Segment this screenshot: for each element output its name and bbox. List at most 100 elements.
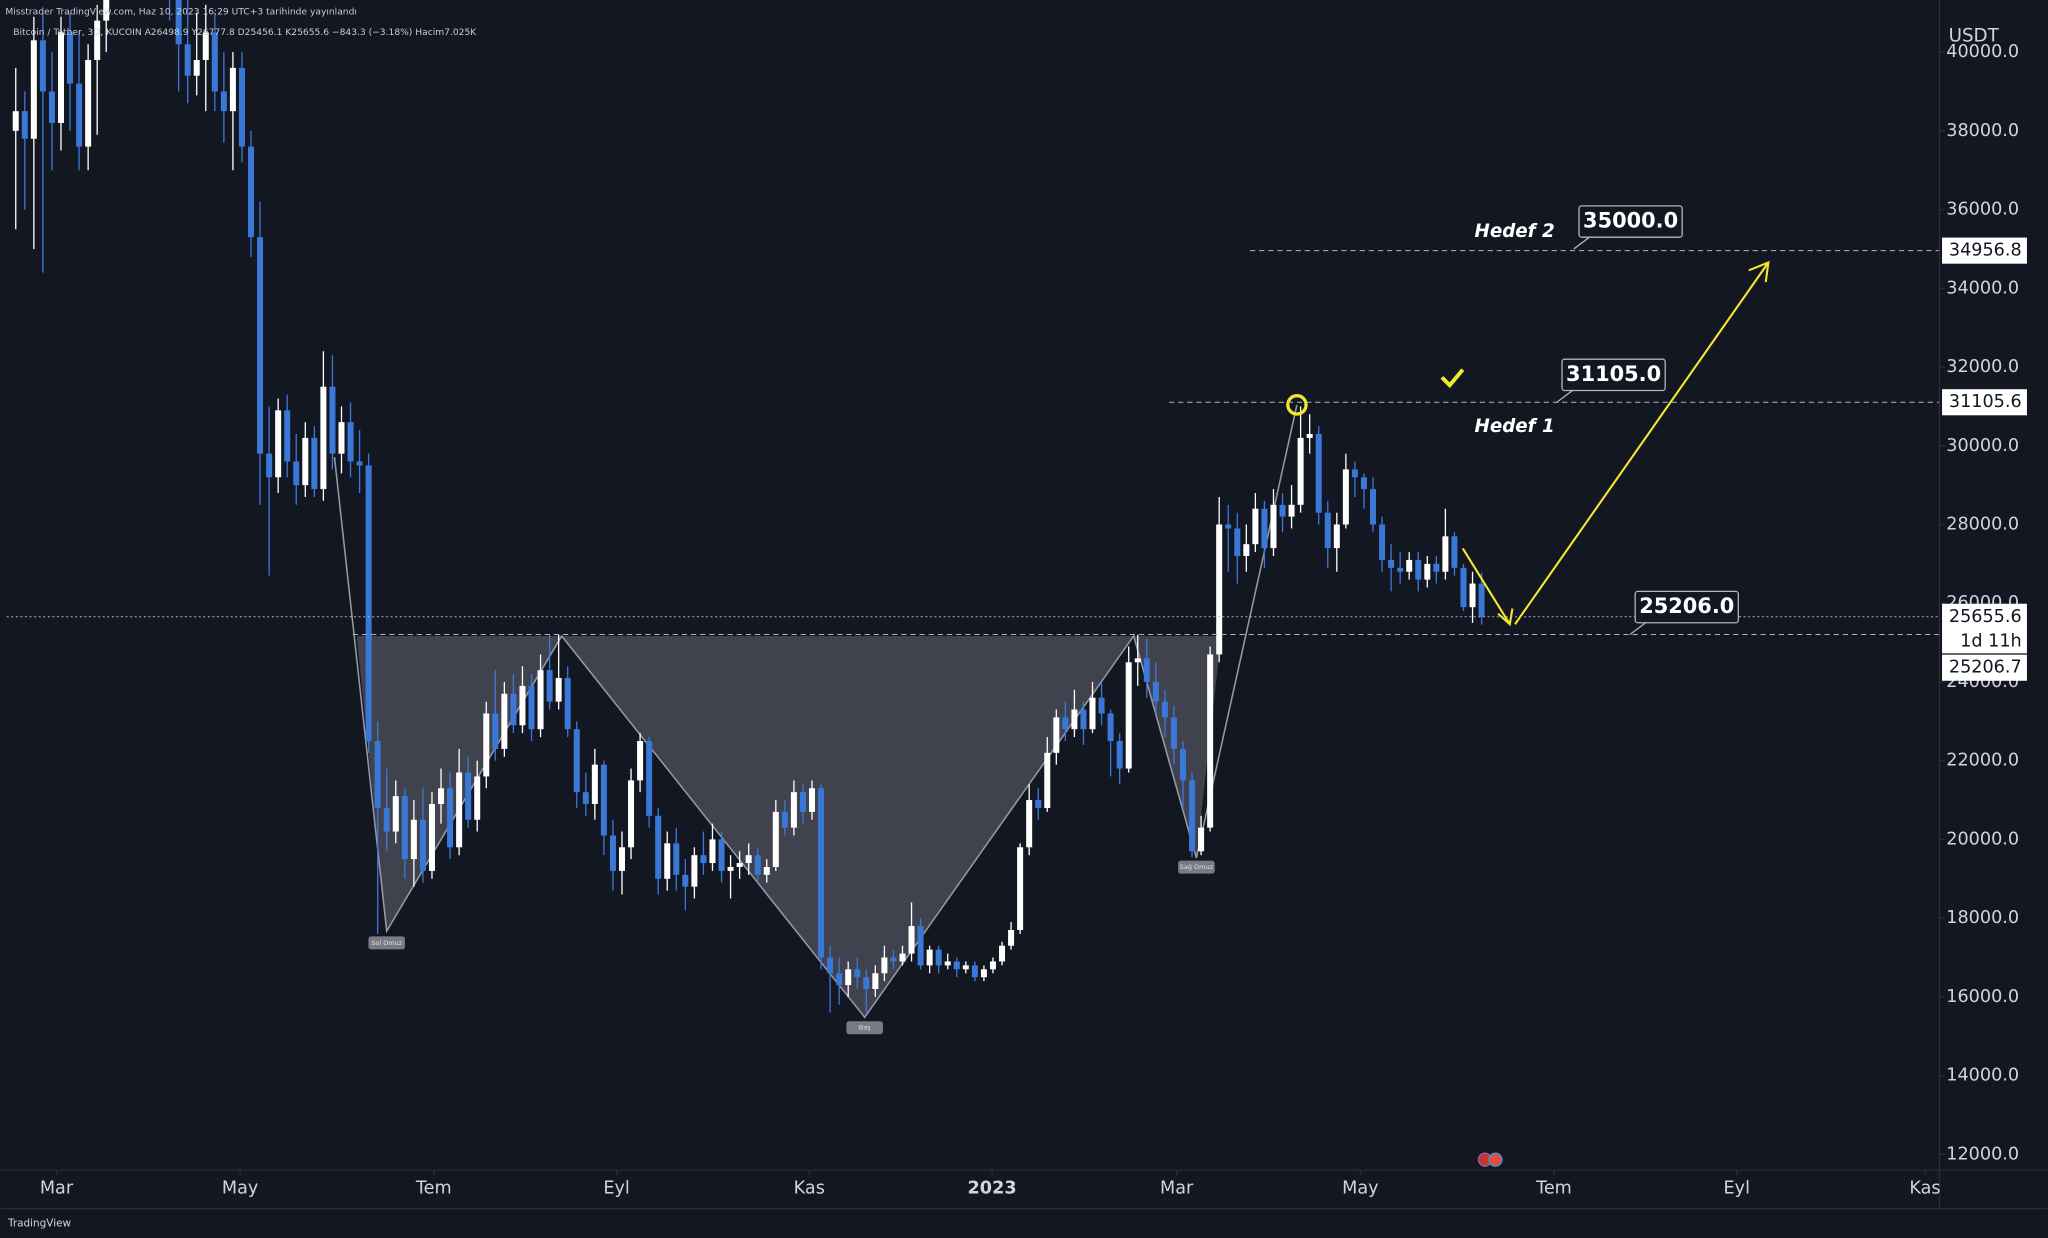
y-tick-label: 16000.0 [1946, 987, 2019, 1007]
candle-body [320, 386, 327, 490]
candle-body [12, 111, 19, 131]
candle-body [347, 422, 354, 462]
footer [0, 1209, 2048, 1238]
candle-body [1306, 433, 1313, 438]
candle-body [1225, 524, 1232, 529]
x-tick-label: Tem [415, 1178, 452, 1198]
candle-body [311, 437, 318, 490]
callout-label: 35000.0 [1583, 209, 1678, 233]
x-tick-label: Kas [1909, 1178, 1940, 1198]
candle-body [709, 839, 716, 864]
pattern-label: Baş [859, 1024, 871, 1032]
candle-body [1252, 508, 1259, 545]
candle-body [266, 453, 273, 478]
callout-label: 31105.0 [1566, 362, 1661, 386]
callout-box [1578, 205, 1683, 238]
candle-body [1026, 800, 1033, 848]
candle-body [836, 973, 843, 986]
candle-body [1397, 567, 1404, 572]
candle-body [501, 693, 508, 749]
event-icon[interactable] [1488, 1152, 1503, 1167]
candle-body [428, 803, 435, 871]
candle-body [754, 855, 761, 875]
countdown: 1d 11h [1960, 632, 2022, 652]
candle-body [827, 957, 834, 974]
candle-body [1460, 567, 1467, 608]
y-tick-label: 14000.0 [1946, 1066, 2019, 1086]
candle-body [1342, 469, 1349, 525]
candle-body [1315, 433, 1322, 513]
candle-body [971, 965, 978, 978]
candle-body [57, 32, 64, 123]
x-tick-label: Mar [1160, 1178, 1194, 1198]
y-tick-label: 40000.0 [1946, 42, 2019, 62]
x-tick-label: Tem [1535, 1178, 1572, 1198]
candle-body [555, 678, 562, 702]
axes: 12000.0 14000.0 16000.0 18000.0 20000.0 22000… [40, 42, 2027, 1198]
candle-body [1143, 658, 1150, 682]
x-tick-label: May [222, 1178, 258, 1198]
candle-body [1161, 701, 1168, 718]
candle-body [1379, 524, 1386, 560]
candle-body [736, 863, 743, 867]
candle-body [600, 764, 607, 836]
candle-body [691, 855, 698, 887]
candle-body [609, 835, 616, 871]
candle-body [76, 83, 83, 147]
candle-body [528, 685, 535, 730]
pattern-label: Sağ Omuz [1180, 863, 1214, 871]
candle-body [1170, 717, 1177, 749]
candle-body [655, 815, 662, 879]
pattern-line [333, 404, 1298, 1019]
candle-body [238, 67, 245, 147]
candle-body [184, 44, 191, 76]
price-label-box [1942, 654, 2027, 681]
y-tick-label: 20000.0 [1946, 829, 2019, 849]
y-tick-label: 36000.0 [1946, 200, 2019, 220]
candle-body [564, 678, 571, 730]
y-tick-label: 34000.0 [1946, 278, 2019, 298]
candle-body [356, 461, 363, 466]
candle-body [365, 465, 372, 742]
candle-body [1062, 717, 1069, 730]
candle-body [727, 866, 734, 871]
currency-label: USDT [1949, 26, 2000, 47]
candle-body [1216, 524, 1223, 655]
y-tick-label: 18000.0 [1946, 908, 2019, 928]
candle-body [1017, 847, 1024, 930]
candle-body [202, 32, 209, 60]
y-tick-label: 38000.0 [1946, 121, 2019, 141]
candle-body [1388, 559, 1395, 568]
candle-body [682, 874, 689, 887]
candle-body [1424, 563, 1431, 580]
candle-body [980, 969, 987, 978]
candle-body [1053, 717, 1060, 753]
candle-body [211, 32, 218, 92]
candle-body [845, 969, 852, 986]
candle-body [863, 977, 870, 990]
candle-body [293, 461, 300, 486]
price-label: 34956.8 [1949, 241, 2022, 261]
callout-label: 25206.0 [1639, 594, 1734, 618]
callout-tail [1556, 389, 1573, 403]
candle-body [438, 788, 445, 804]
candle-body [1098, 697, 1105, 714]
candle-body [1270, 504, 1277, 549]
price-label: 25655.6 [1949, 607, 2022, 627]
candle-body [1279, 504, 1286, 517]
candle-body [410, 819, 417, 860]
candle-body [1406, 559, 1413, 572]
x-tick-label: Mar [40, 1178, 74, 1198]
x-tick-label: Eyl [1724, 1178, 1750, 1198]
candle-body [1370, 489, 1377, 525]
candle-body [953, 961, 960, 970]
candle-body [48, 91, 55, 123]
candle-body [1071, 709, 1078, 730]
candle-body [646, 741, 653, 816]
candle-body [329, 386, 336, 454]
footer-brand[interactable]: TradingView [7, 1218, 72, 1230]
candle-body [591, 764, 598, 804]
candle-body [818, 788, 825, 958]
candle-body [374, 741, 381, 808]
